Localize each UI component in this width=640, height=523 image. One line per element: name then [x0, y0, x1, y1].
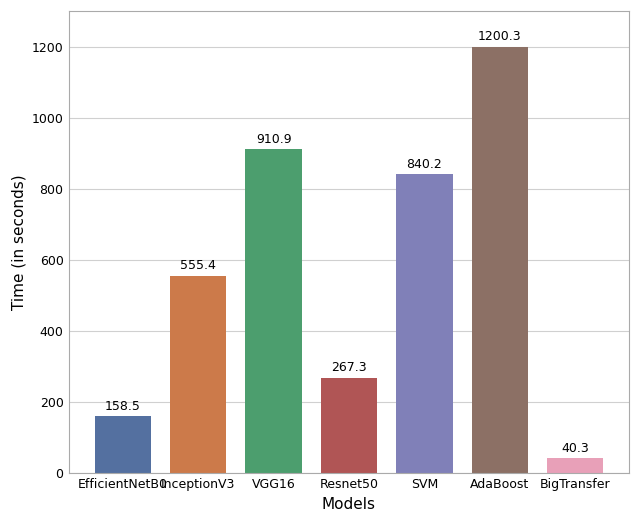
- Bar: [396, 174, 452, 473]
- Bar: [95, 416, 151, 473]
- X-axis label: Models: Models: [322, 497, 376, 512]
- Text: 158.5: 158.5: [105, 400, 141, 413]
- Y-axis label: Time (in seconds): Time (in seconds): [11, 174, 26, 310]
- Bar: [472, 47, 528, 473]
- Text: 840.2: 840.2: [406, 158, 442, 171]
- Text: 267.3: 267.3: [331, 361, 367, 374]
- Bar: [547, 459, 604, 473]
- Text: 40.3: 40.3: [561, 442, 589, 455]
- Text: 910.9: 910.9: [256, 133, 291, 146]
- Text: 555.4: 555.4: [180, 259, 216, 272]
- Bar: [245, 149, 302, 473]
- Bar: [321, 378, 377, 473]
- Text: 1200.3: 1200.3: [478, 30, 522, 43]
- Bar: [170, 276, 227, 473]
